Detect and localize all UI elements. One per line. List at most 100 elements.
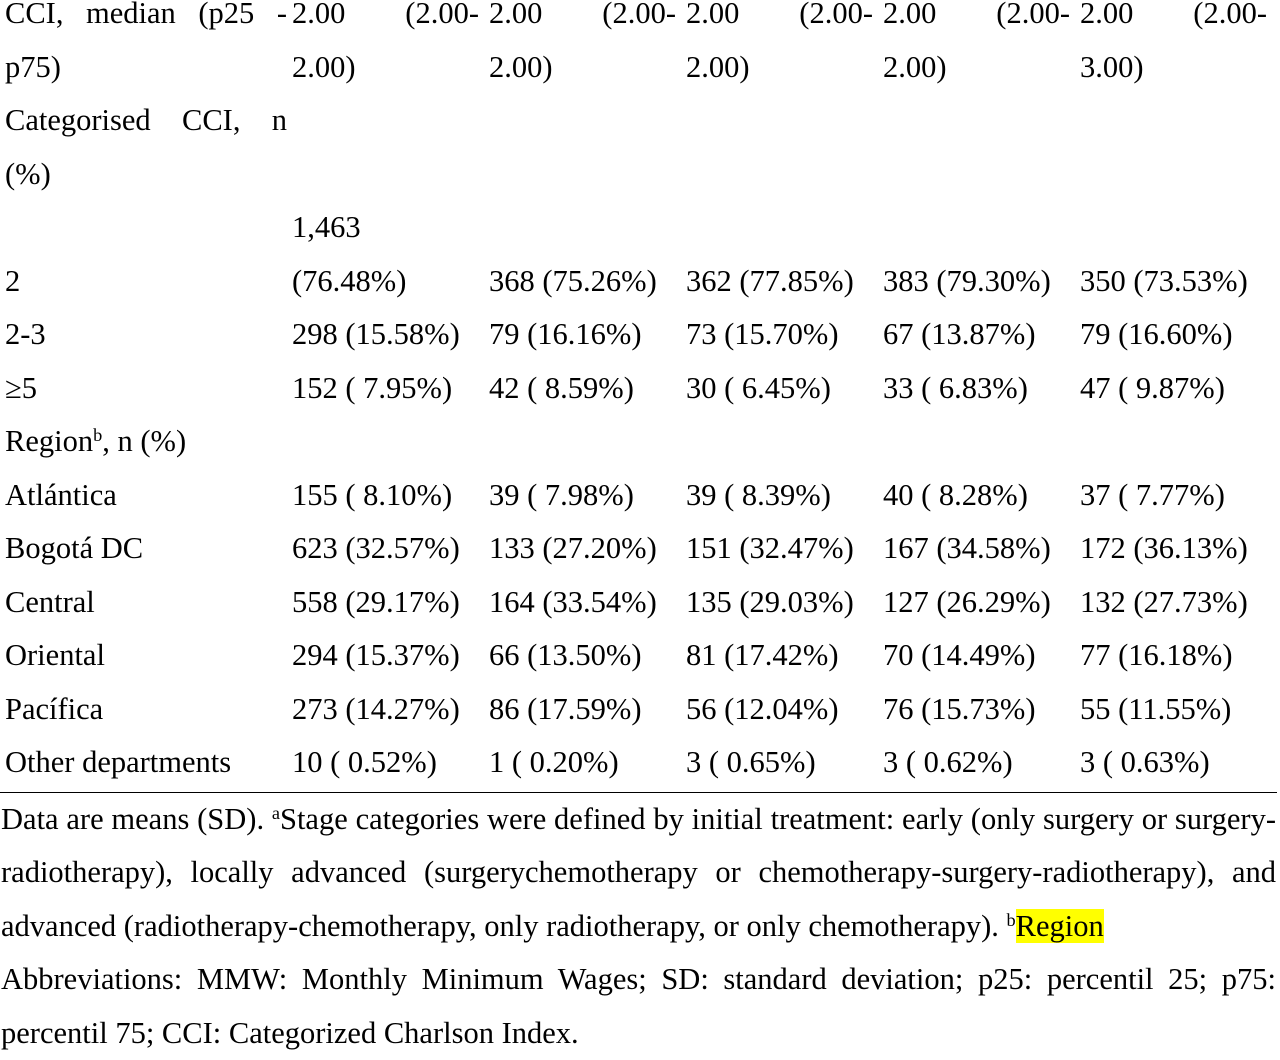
table-row: Categorised CCI, n (%) xyxy=(0,94,1277,201)
table-row: Bogotá DC 623 (32.57%) 133 (27.20%) 151 (32… xyxy=(0,522,1277,576)
row-label-text: Categorised CCI, n (%) xyxy=(5,103,287,191)
cell-value: 294 (15.37%) xyxy=(292,638,460,672)
cell-value: 558 (29.17%) xyxy=(292,585,460,619)
footnote-paragraph: Data are means (SD). aStage categories w… xyxy=(0,793,1277,954)
cell-value: 77 (16.18%) xyxy=(1080,638,1232,672)
table-cell: 81 (17.42%) xyxy=(686,629,883,683)
table-cell: 79 (16.16%) xyxy=(489,308,686,362)
table-cell: 3 ( 0.62%) xyxy=(883,736,1080,790)
table-cell: 135 (29.03%) xyxy=(686,576,883,630)
row-label: Atlántica xyxy=(0,469,292,523)
cell-value: 172 (36.13%) xyxy=(1080,531,1248,565)
row-label-text: Region xyxy=(5,424,93,458)
table-cell: 1 ( 0.20%) xyxy=(489,736,686,790)
table-cell: 67 (13.87%) xyxy=(883,308,1080,362)
cell-value: 3 ( 0.63%) xyxy=(1080,745,1210,779)
cell-value: 2.00 (2.00-2.00) xyxy=(489,0,676,84)
cell-value: 1 ( 0.20%) xyxy=(489,745,619,779)
cell-value: 1,463 (76.48%) xyxy=(292,210,406,298)
cell-value: 81 (17.42%) xyxy=(686,638,838,672)
table-cell: 1,463 (76.48%) xyxy=(292,201,489,308)
superscript: b xyxy=(93,425,102,445)
row-label: 2 xyxy=(0,201,292,308)
table-cell xyxy=(883,94,1080,201)
cell-value: 362 (77.85%) xyxy=(686,264,854,298)
cell-value: 39 ( 7.98%) xyxy=(489,478,634,512)
table-cell: 558 (29.17%) xyxy=(292,576,489,630)
cell-value: 127 (26.29%) xyxy=(883,585,1051,619)
table-cell: 10 ( 0.52%) xyxy=(292,736,489,790)
table-cell: 298 (15.58%) xyxy=(292,308,489,362)
table-cell: 127 (26.29%) xyxy=(883,576,1080,630)
cell-value: 76 (15.73%) xyxy=(883,692,1035,726)
cell-value: 164 (33.54%) xyxy=(489,585,657,619)
footnote-text: Data are means (SD). xyxy=(1,802,272,836)
cell-value: 37 ( 7.77%) xyxy=(1080,478,1225,512)
row-label: Pacífica xyxy=(0,683,292,737)
row-label-text: Bogotá DC xyxy=(5,531,143,565)
cell-value: 151 (32.47%) xyxy=(686,531,854,565)
cell-value: 55 (11.55%) xyxy=(1080,692,1231,726)
table-cell: 2.00 (2.00-2.00) xyxy=(686,0,883,94)
footnote: Data are means (SD). aStage categories w… xyxy=(0,792,1277,1060)
table-cell: 172 (36.13%) xyxy=(1080,522,1277,576)
table-cell xyxy=(489,94,686,201)
cell-value: 368 (75.26%) xyxy=(489,264,657,298)
cell-value: 66 (13.50%) xyxy=(489,638,641,672)
row-label: Regionb, n (%) xyxy=(0,415,292,469)
table-row: CCI, median (p25 - p75)2.00 (2.00-2.00)2… xyxy=(0,0,1277,94)
row-label-text: 2 xyxy=(5,264,20,298)
row-label: CCI, median (p25 - p75) xyxy=(0,0,292,94)
table-cell xyxy=(1080,94,1277,201)
row-label-text: CCI, median (p25 - p75) xyxy=(5,0,287,84)
table-cell: 294 (15.37%) xyxy=(292,629,489,683)
table-cell: 362 (77.85%) xyxy=(686,201,883,308)
row-label: Categorised CCI, n (%) xyxy=(0,94,292,201)
cell-value: 10 ( 0.52%) xyxy=(292,745,437,779)
cell-value: 47 ( 9.87%) xyxy=(1080,371,1225,405)
cell-value: 56 (12.04%) xyxy=(686,692,838,726)
table-cell: 86 (17.59%) xyxy=(489,683,686,737)
table-cell xyxy=(292,415,489,469)
table-cell: 133 (27.20%) xyxy=(489,522,686,576)
table-cell: 33 ( 6.83%) xyxy=(883,362,1080,416)
table-cell: 3 ( 0.63%) xyxy=(1080,736,1277,790)
row-label: Central xyxy=(0,576,292,630)
table-cell: 151 (32.47%) xyxy=(686,522,883,576)
table-row: 2 1,463 (76.48%) 368 (75.26%) 362 (77.85%) 3… xyxy=(0,201,1277,308)
cell-value: 3 ( 0.62%) xyxy=(883,745,1013,779)
cell-value: 298 (15.58%) xyxy=(292,317,460,351)
table-cell: 623 (32.57%) xyxy=(292,522,489,576)
row-label-text: Pacífica xyxy=(5,692,103,726)
table-cell: 368 (75.26%) xyxy=(489,201,686,308)
table-cell: 37 ( 7.77%) xyxy=(1080,469,1277,523)
table-cell: 42 ( 8.59%) xyxy=(489,362,686,416)
table-cell: 73 (15.70%) xyxy=(686,308,883,362)
cell-value: 135 (29.03%) xyxy=(686,585,854,619)
row-label: Oriental xyxy=(0,629,292,683)
row-label: Bogotá DC xyxy=(0,522,292,576)
table-cell: 47 ( 9.87%) xyxy=(1080,362,1277,416)
row-label-text: Oriental xyxy=(5,638,105,672)
table-cell: 79 (16.60%) xyxy=(1080,308,1277,362)
table-cell xyxy=(686,94,883,201)
table-cell: 40 ( 8.28%) xyxy=(883,469,1080,523)
cell-value: 2.00 (2.00-3.00) xyxy=(1080,0,1267,84)
cell-value: 86 (17.59%) xyxy=(489,692,641,726)
superscript: b xyxy=(1007,909,1016,929)
cell-value: 383 (79.30%) xyxy=(883,264,1051,298)
cell-value: 350 (73.53%) xyxy=(1080,264,1248,298)
cell-value: 70 (14.49%) xyxy=(883,638,1035,672)
cell-value: 133 (27.20%) xyxy=(489,531,657,565)
cell-value: 42 ( 8.59%) xyxy=(489,371,634,405)
cell-value: 623 (32.57%) xyxy=(292,531,460,565)
cell-value: 33 ( 6.83%) xyxy=(883,371,1028,405)
cell-value: 79 (16.16%) xyxy=(489,317,641,351)
cell-value: 167 (34.58%) xyxy=(883,531,1051,565)
